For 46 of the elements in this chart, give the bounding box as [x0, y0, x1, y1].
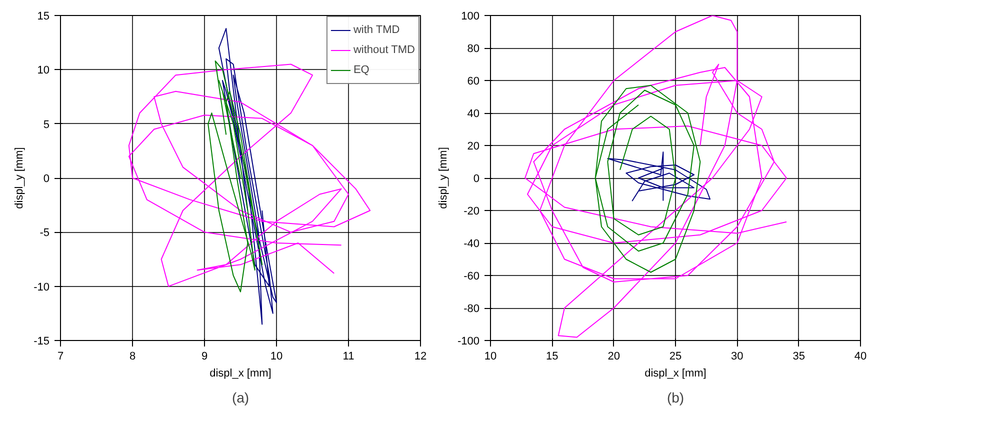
line-series [128, 64, 371, 287]
y-tick-label: 20 [467, 140, 480, 152]
x-tick-label: 40 [854, 350, 867, 362]
y-tick-label: -5 [40, 227, 50, 240]
y-tick-label: -10 [34, 281, 50, 294]
y-tick-label: 15 [37, 10, 50, 22]
x-tick-label: 20 [608, 350, 620, 362]
y-tick-label: -80 [464, 303, 480, 315]
line-series [594, 84, 701, 273]
line-series [524, 16, 787, 338]
x-axis-title: displ_x [mm] [210, 368, 272, 380]
x-tick-label: 30 [731, 350, 744, 362]
y-tick-label: 40 [467, 108, 480, 120]
y-tick-label: -100 [457, 336, 480, 348]
x-tick-label: 11 [342, 350, 354, 362]
line-series [208, 60, 263, 292]
text: (b) [666, 390, 684, 406]
y-tick-label: -15 [34, 336, 50, 348]
x-tick-label: 10 [270, 350, 283, 362]
line-series [218, 28, 277, 325]
legend-label: EQ [353, 63, 370, 77]
x-tick-label: 15 [546, 350, 558, 362]
x-tick-label: 35 [792, 350, 805, 362]
x-tick-label: 10 [484, 350, 497, 362]
y-axis-title: displ_y [mm] [437, 147, 450, 209]
y-axis-title: displ_y [mm] [14, 147, 26, 209]
y-tick-label: 10 [37, 64, 50, 77]
y-tick-label: 0 [473, 173, 480, 185]
y-tick-label: 5 [43, 118, 50, 131]
x-tick-label: 25 [669, 350, 682, 362]
y-tick-label: 60 [467, 76, 480, 88]
x-tick-label: 12 [414, 350, 427, 362]
y-tick-label: -60 [464, 270, 480, 282]
x-tick-label: 9 [201, 350, 208, 362]
y-tick-label: 0 [43, 173, 50, 185]
x-tick-label: 8 [129, 350, 136, 362]
x-tick-label: 7 [57, 350, 64, 362]
legend-label: without TMD [353, 43, 415, 57]
y-tick-label: 100 [461, 10, 480, 22]
y-tick-label: 80 [467, 43, 480, 55]
line-series [607, 152, 711, 202]
text: (a) [232, 390, 250, 406]
y-tick-label: -20 [464, 206, 480, 218]
x-axis-title: displ_x [mm] [644, 368, 706, 380]
y-tick-label: -40 [464, 238, 480, 250]
legend-label: with TMD [353, 23, 400, 37]
